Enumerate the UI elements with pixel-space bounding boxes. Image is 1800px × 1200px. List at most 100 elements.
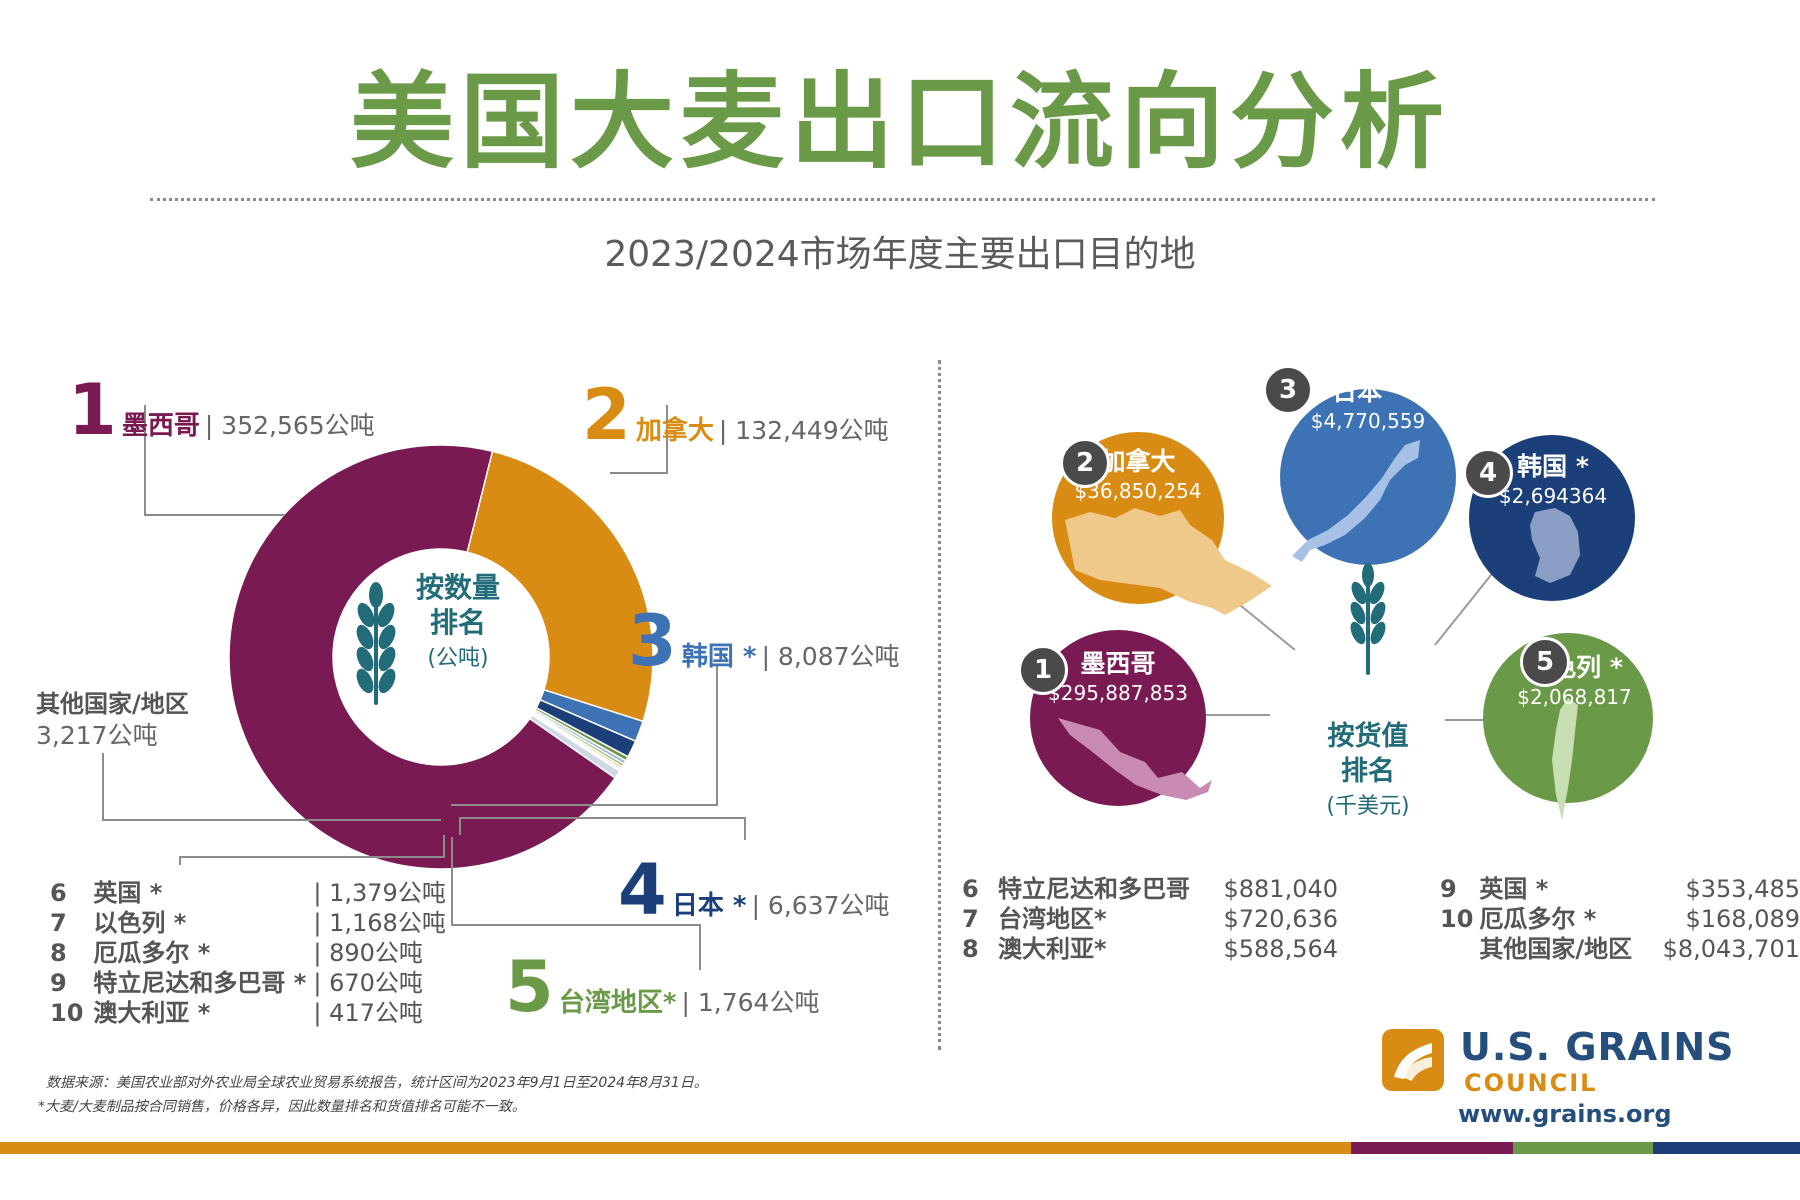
page-subtitle: 2023/2024市场年度主要出口目的地 [604, 234, 1196, 275]
value-center-unit: (千美元) [1326, 794, 1409, 819]
value-center-subtitle: 排名 [1341, 755, 1395, 787]
volume-minor-name: 英国 * [93, 879, 163, 907]
title-divider [150, 198, 1655, 201]
logo-name: U.S. GRAINS [1460, 1025, 1735, 1069]
leader-line-other [102, 753, 441, 821]
volume-rank-2-value: | 132,449公吨 [718, 416, 889, 445]
value-minor-table-right: 9 英国 * $353,485 10 厄瓜多尔 * $168,089 其他国家/地区 $8,0… [1440, 874, 1800, 964]
volume-rank-5-name: 台湾地区* [558, 988, 677, 1018]
volume-minor-rank: 10 [50, 999, 84, 1027]
volume-rank-2-name: 加拿大 [635, 416, 714, 446]
value-rank-2-name: 加拿大 [1100, 447, 1176, 476]
stripe-purple [1351, 1142, 1513, 1154]
connector-canada [1239, 604, 1296, 651]
value-minor-rank: 8 [962, 935, 979, 963]
value-minor-rank [1440, 934, 1473, 964]
volume-rank-3-number: 3 [628, 600, 677, 682]
volume-minor-value: | 417公吨 [313, 999, 423, 1027]
korea-map-icon [1530, 508, 1580, 583]
value-rank-1-badge: 1 [1018, 645, 1068, 695]
wheat-icon-value [1350, 563, 1386, 675]
volume-rank-2-number: 2 [582, 374, 631, 456]
volume-minor-name: 澳大利亚 * [93, 999, 211, 1027]
volume-rank-4: 4 日本 * | 6,637公吨 [618, 855, 890, 944]
volume-rank-1-value: | 352,565公吨 [204, 411, 375, 440]
volume-rank-1-name: 墨西哥 [121, 411, 200, 441]
value-rank-4-badge: 4 [1463, 448, 1513, 498]
volume-rank-3-name: 韩国 * [681, 642, 757, 672]
volume-center-title: 按数量 [416, 571, 500, 604]
canada-map-icon [1065, 508, 1272, 615]
volume-rank-2: 2 加拿大 | 132,449公吨 [582, 380, 889, 469]
volume-minor-row: 8 厄瓜多尔 * | 890公吨 [50, 938, 446, 968]
website-link[interactable]: www.grains.org [1458, 1100, 1672, 1128]
volume-center-unit: (公吨) [427, 646, 488, 671]
donut-slices [228, 444, 654, 870]
logo-subtitle: COUNCIL [1464, 1069, 1598, 1097]
volume-minor-value: | 1,168公吨 [313, 909, 446, 937]
value-rank-4-value: $2,694364 [1498, 484, 1608, 508]
leader-line-5 [451, 837, 701, 970]
volume-minor-name: 以色列 * [93, 909, 187, 937]
value-minor-row: 9 英国 * $353,485 [1440, 874, 1800, 904]
value-center-title: 按货值 [1328, 720, 1409, 752]
value-minor-name: 特立尼达和多巴哥 [998, 875, 1190, 903]
volume-rank-1-number: 1 [68, 369, 117, 451]
volume-minor-rank: 9 [50, 969, 67, 997]
value-rank-5-value: $2,068,817 [1517, 685, 1632, 709]
value-minor-name: 厄瓜多尔 * [1479, 905, 1597, 933]
value-minor-rank: 7 [962, 905, 979, 933]
volume-minor-table: 6 英国 * | 1,379公吨 7 以色列 * | 1,168公吨 8 厄瓜多尔 * | 89… [50, 878, 446, 1028]
value-rank-2-badge: 2 [1060, 438, 1110, 488]
value-minor-rank: 6 [962, 875, 979, 903]
volume-minor-row: 9 特立尼达和多巴哥 * | 670公吨 [50, 968, 446, 998]
value-minor-row: 10 厄瓜多尔 * $168,089 [1440, 904, 1800, 934]
stripe-green [1513, 1142, 1653, 1154]
value-minor-row: 7 台湾地区* $720,636 [962, 904, 1338, 934]
volume-minor-rank: 6 [50, 879, 67, 907]
japan-map-icon [1292, 440, 1420, 562]
value-minor-table-left: 6 特立尼达和多巴哥 $881,040 7 台湾地区* $720,636 8 澳大利亚* $58… [962, 874, 1338, 964]
section-divider [938, 360, 941, 1050]
volume-center-subtitle: 排名 [430, 606, 486, 639]
value-minor-name: 英国 * [1479, 875, 1549, 903]
wheat-icon [356, 582, 396, 705]
value-minor-value: $588,564 [1223, 935, 1338, 963]
volume-other: 其他国家/地区 3,217公吨 [36, 688, 189, 752]
stripe-orange [0, 1142, 1351, 1154]
volume-minor-row: 10 澳大利亚 * | 417公吨 [50, 998, 446, 1028]
donut-hole [333, 549, 549, 765]
volume-minor-row: 7 以色列 * | 1,168公吨 [50, 908, 446, 938]
leader-line-3 [451, 665, 718, 806]
leader-line-2 [610, 405, 668, 474]
connector-korea [1434, 569, 1496, 646]
volume-rank-4-name: 日本 * [671, 891, 747, 921]
volume-rank-5: 5 台湾地区* | 1,764公吨 [505, 952, 819, 1041]
leader-line-4 [459, 817, 746, 840]
value-minor-row: 6 特立尼达和多巴哥 $881,040 [962, 874, 1338, 904]
mexico-map-icon [1058, 718, 1212, 800]
footnote-source: 数据来源：美国农业部对外农业局全球农业贸易系统报告，统计区间为2023年9月1日… [46, 1075, 708, 1091]
value-rank-1-value: $295,887,853 [1048, 681, 1188, 705]
value-minor-rank: 9 [1440, 875, 1457, 903]
bubble-mexico [1030, 630, 1206, 806]
value-minor-name: 台湾地区* [998, 905, 1107, 933]
value-rank-5-name: 以色列 * [1526, 653, 1623, 682]
volume-rank-1: 1 墨西哥 | 352,565公吨 [68, 375, 375, 464]
value-rank-5-label: 以色列 * $2,068,817 [1492, 652, 1657, 710]
bubble-japan [1280, 389, 1456, 565]
value-rank-3-label: 日本 * $4,770,559 [1278, 376, 1458, 434]
volume-rank-3: 3 韩国 * | 8,087公吨 [628, 606, 900, 695]
value-rank-1-name: 墨西哥 [1080, 649, 1156, 678]
value-minor-value: $881,040 [1223, 875, 1338, 903]
volume-donut-chart: 按数量 排名 (公吨) [102, 405, 746, 970]
footnote-note: *大麦/大麦制品按合同销售，价格各异，因此数量排名和货值排名可能不一致。 [38, 1099, 526, 1115]
value-rank-4-label: 韩国 * $2,694364 [1478, 451, 1628, 509]
leader-lines [102, 405, 746, 970]
value-rank-4-name: 韩国 * [1517, 452, 1589, 481]
value-minor-value: $353,485 [1685, 875, 1800, 903]
volume-other-name: 其他国家/地区 [36, 690, 189, 718]
value-rank-3-name: 日本 * [1332, 377, 1404, 406]
leader-line-1 [144, 405, 285, 516]
value-minor-value: $8,043,701 [1662, 935, 1800, 963]
